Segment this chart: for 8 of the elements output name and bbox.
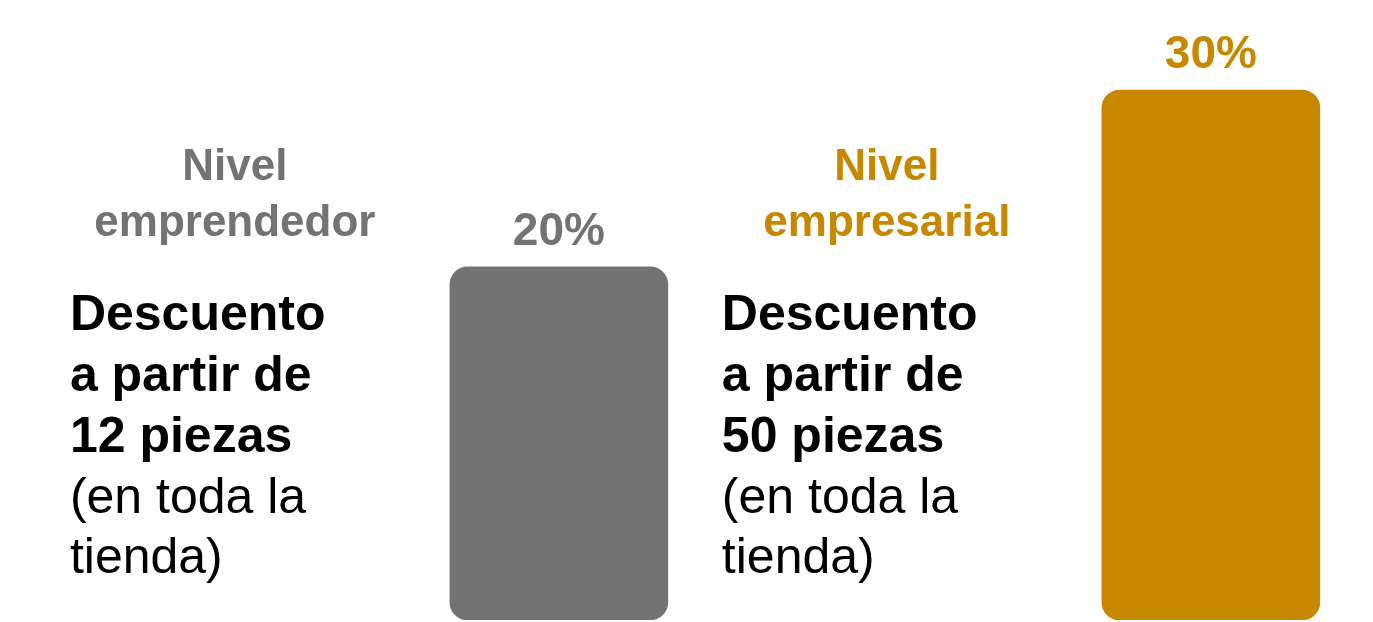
- data-label: 20%: [512, 202, 605, 255]
- data-label: 30%: [1164, 26, 1257, 79]
- x-tick-label: Nivel empresarial: [763, 140, 1011, 245]
- x-tick-label: Nivel emprendedor: [94, 140, 376, 245]
- annotation: (en toda la tienda): [69, 468, 307, 584]
- annotation: Descuento a partir de 50 piezas: [721, 285, 978, 463]
- annotation: Descuento a partir de 12 piezas: [69, 285, 326, 463]
- annotation: (en toda la tienda): [721, 468, 959, 584]
